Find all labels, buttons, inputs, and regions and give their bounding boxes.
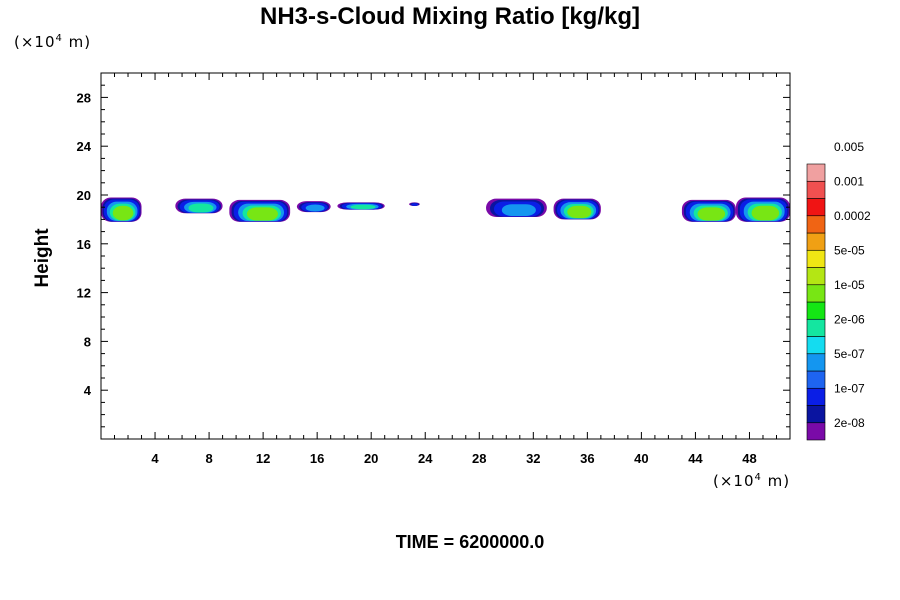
colorbar-swatch — [806, 387, 826, 406]
cloud-segment — [409, 202, 420, 206]
x-tick-label: 20 — [364, 451, 378, 466]
colorbar-swatch — [806, 180, 826, 199]
y-tick-label: 8 — [84, 334, 91, 349]
x-tick-label: 48 — [742, 451, 756, 466]
colorbar-label: 1e-05 — [834, 278, 865, 292]
cloud-segment — [735, 197, 790, 222]
colorbar-swatch — [806, 198, 826, 217]
y-tick-label: 28 — [77, 90, 91, 105]
time-label: TIME = 6200000.0 — [395, 532, 545, 552]
colorbar-label: 5e-07 — [834, 347, 865, 361]
x-tick-label: 36 — [580, 451, 594, 466]
chart-title: NH3-s-Cloud Mixing Ratio [kg/kg] — [260, 3, 640, 30]
colorbar-swatch — [806, 301, 826, 320]
colorbar-swatch — [806, 422, 826, 441]
colorbar-swatch — [806, 370, 826, 389]
y-axis-unit: (×104 m) — [14, 33, 92, 51]
cloud-segment — [486, 198, 547, 217]
cloud-segment — [175, 198, 223, 214]
cloud-contour — [567, 205, 592, 219]
cloud-field — [101, 197, 790, 222]
colorbar: 2e-08 1e-07 5e-07 2e-06 1e-05 5e-05 0.0002 0.00… — [806, 140, 871, 441]
y-tick-label: 20 — [77, 188, 91, 203]
cloud-segment — [296, 201, 331, 213]
colorbar-swatch — [806, 284, 826, 303]
colorbar-swatch — [806, 215, 826, 234]
colorbar-label: 0.0002 — [834, 209, 871, 223]
x-tick-label: 16 — [310, 451, 324, 466]
x-tick-label: 32 — [526, 451, 540, 466]
colorbar-swatch — [806, 267, 826, 286]
colorbar-swatch — [806, 232, 826, 251]
x-tick-label: 40 — [634, 451, 648, 466]
x-axis-ticks: 4 8 12 16 20 24 28 32 36 40 44 48 — [114, 73, 777, 466]
colorbar-swatch — [806, 405, 826, 424]
y-tick-label: 4 — [84, 383, 92, 398]
x-tick-label: 28 — [472, 451, 486, 466]
x-tick-label: 24 — [418, 451, 433, 466]
cloud-contour — [751, 205, 780, 221]
colorbar-swatch — [806, 353, 826, 372]
cloud-contour — [246, 207, 278, 221]
y-tick-label: 24 — [77, 139, 92, 154]
x-tick-label: 4 — [151, 451, 159, 466]
y-tick-label: 12 — [77, 286, 91, 301]
colorbar-swatch — [806, 249, 826, 268]
colorbar-swatch — [806, 163, 826, 182]
cloud-contour — [188, 203, 214, 213]
cloud-contour — [697, 207, 726, 221]
cloud-contour — [112, 205, 134, 221]
plot-frame — [100, 72, 791, 440]
cloud-segment — [229, 199, 291, 222]
colorbar-label: 0.005 — [834, 140, 864, 154]
colorbar-label: 0.001 — [834, 174, 864, 188]
y-axis-ticks: 4 8 12 16 20 24 28 — [77, 84, 790, 428]
x-tick-label: 8 — [205, 451, 212, 466]
colorbar-label: 5e-05 — [834, 243, 865, 257]
x-axis-unit: (×104 m) — [713, 472, 791, 490]
colorbar-swatch — [806, 336, 826, 355]
cloud-contour — [305, 204, 325, 212]
cloud-segment — [337, 202, 385, 210]
cloud-contour — [411, 203, 419, 206]
cloud-segment — [553, 198, 601, 220]
x-tick-label: 44 — [688, 451, 703, 466]
colorbar-label: 2e-08 — [834, 416, 865, 430]
cloud-segment — [681, 199, 736, 222]
x-tick-label: 12 — [256, 451, 270, 466]
colorbar-label: 2e-06 — [834, 312, 865, 326]
cloud-contour — [350, 204, 376, 210]
colorbar-label: 1e-07 — [834, 381, 865, 395]
cloud-contour — [501, 204, 536, 216]
colorbar-swatch — [806, 318, 826, 337]
cloud-segment — [101, 197, 142, 222]
y-tick-label: 16 — [77, 237, 91, 252]
